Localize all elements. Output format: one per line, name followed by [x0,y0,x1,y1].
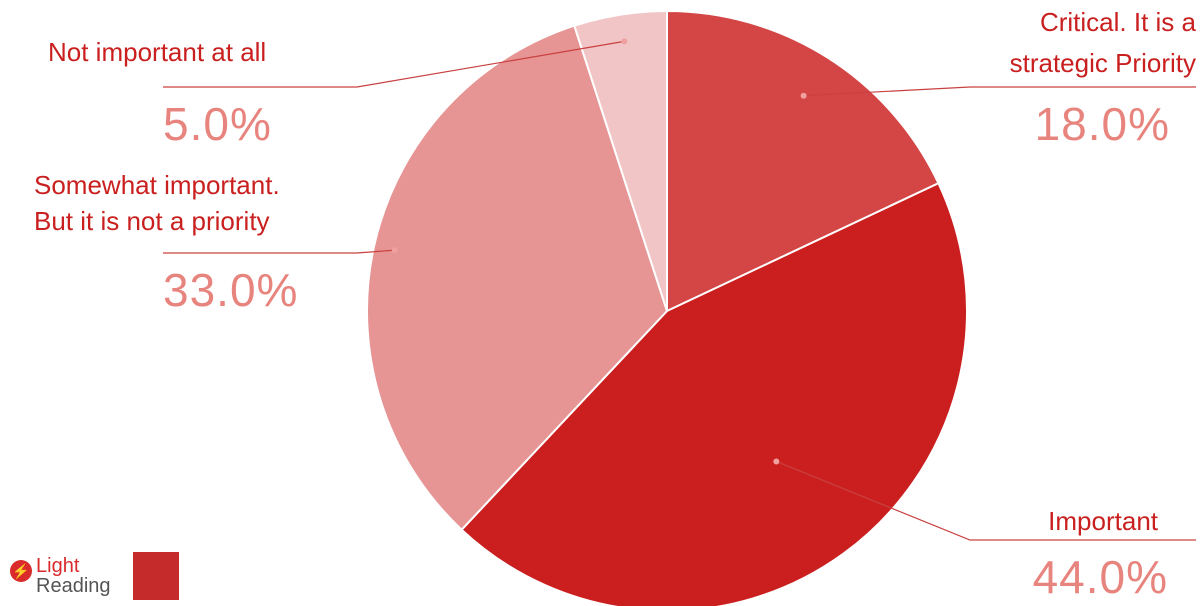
slice-label-0-line-1: strategic Priority [1010,48,1196,78]
logo-reading-text: Reading [36,575,111,597]
slice-label-0-line-0: Critical. It is a [1040,7,1197,37]
leader-line-0 [803,86,1196,97]
leader-lines [163,38,1196,541]
slice-value-0: 18.0% [1035,98,1170,150]
leader-dot-2 [391,247,398,254]
pie-slice-3 [573,9,668,312]
leader-dot-1 [773,458,780,465]
leader-line-3 [163,40,625,88]
logo-light-text: Light [36,555,80,577]
leader-line-2 [163,249,395,254]
pie-slices [366,9,968,606]
leader-dot-3 [621,38,628,45]
leader-dot-0 [800,92,807,99]
slice-labels: Critical. It is a strategic Priority 18.0%… [34,7,1197,603]
slice-label-3-line-0: Not important at all [48,37,266,67]
heavy-reading-logo [132,552,179,600]
slice-value-1: 44.0% [1033,551,1168,603]
pie-slice-1 [460,181,968,606]
leader-line-1 [776,460,1196,541]
bolt-icon: ⚡ [10,560,32,582]
slice-value-2: 33.0% [163,264,298,316]
publisher-logos: ⚡ Light Reading [10,552,179,600]
slice-label-2-line-0: Somewhat important. [34,170,280,200]
slice-label-2-line-1: But it is not a priority [34,206,270,236]
slice-value-3: 5.0% [163,98,272,150]
light-reading-logo: ⚡ Light Reading [10,556,111,596]
pie-slice-0 [666,9,940,313]
slice-label-1-line-0: Important [1048,506,1159,536]
